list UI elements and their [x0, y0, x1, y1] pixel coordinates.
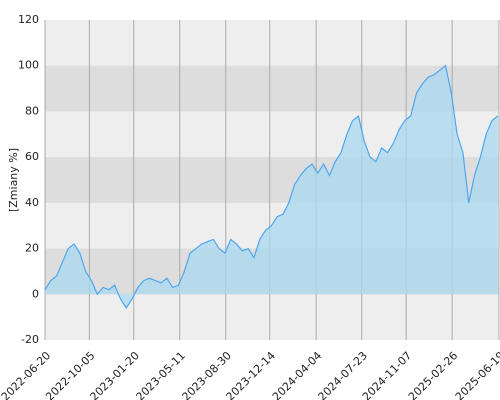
x-tick-label: 2025-06-19: [453, 349, 500, 400]
x-tick-label: 2023-05-11: [134, 349, 188, 400]
x-tick-label: 2025-02-26: [406, 349, 460, 400]
y-tick-label: 100: [18, 59, 39, 72]
y-tick-label: 40: [25, 196, 39, 209]
y-tick-label: -20: [21, 333, 39, 346]
line: [44, 64, 499, 310]
y-tick-label: 0: [32, 287, 39, 300]
y-axis-label: [Zmiany %]: [7, 148, 20, 212]
y-tick-label: 80: [25, 104, 39, 117]
area-fill: [45, 65, 498, 308]
y-tick-label: 20: [25, 242, 39, 255]
y-tick-label: 60: [25, 150, 39, 163]
y-tick-label: 120: [18, 13, 39, 26]
